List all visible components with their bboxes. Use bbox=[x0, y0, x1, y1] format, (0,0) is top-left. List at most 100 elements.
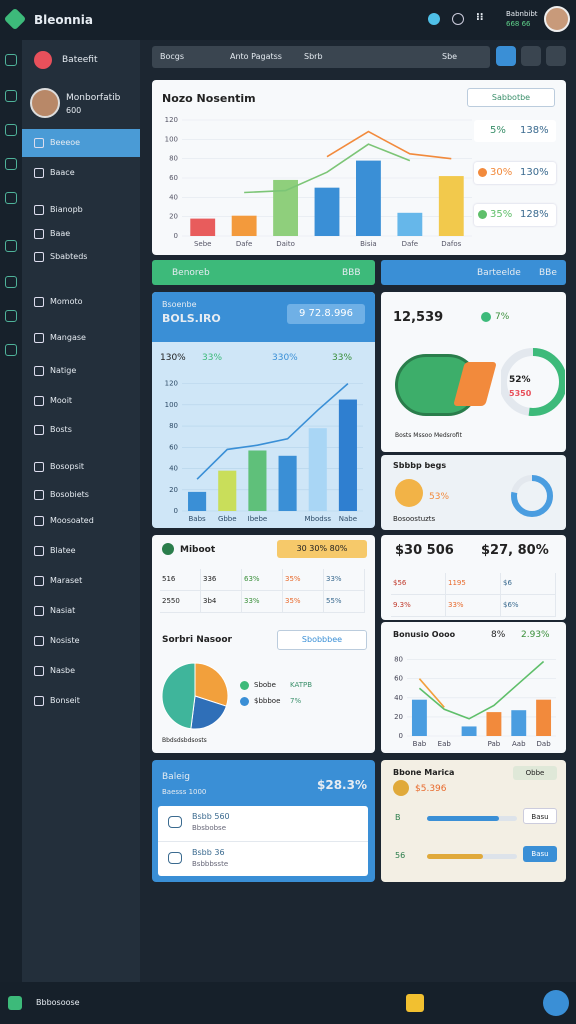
profile-name: Monborfatib bbox=[66, 93, 121, 103]
rail-icon[interactable] bbox=[5, 310, 17, 322]
progress-fill bbox=[427, 816, 499, 821]
nav-item[interactable]: Beeeoe bbox=[22, 129, 140, 157]
rail-icon[interactable] bbox=[5, 240, 17, 252]
legend-value: 128% bbox=[520, 209, 549, 220]
rail-icon[interactable] bbox=[5, 276, 17, 288]
trend-card: Bonusio Oooo 8% 2.93% 0 20 40 60 80 Bab Eab Pab… bbox=[381, 622, 566, 753]
badge-icon bbox=[34, 51, 52, 69]
user-name: Babnbibt bbox=[506, 10, 538, 18]
nav-icon bbox=[34, 138, 44, 148]
tool-button[interactable] bbox=[496, 46, 516, 66]
nav-item[interactable]: Nosiste bbox=[22, 627, 140, 655]
cell: $56 bbox=[391, 573, 446, 595]
nav-item[interactable]: Bosts bbox=[22, 416, 140, 444]
bar bbox=[486, 712, 502, 736]
list-icon bbox=[168, 852, 182, 864]
rail-icon[interactable] bbox=[5, 158, 17, 170]
tool-button[interactable] bbox=[546, 46, 566, 66]
stat: 33% bbox=[202, 353, 223, 363]
x-tick-label: Dab bbox=[537, 740, 552, 748]
progress-fill bbox=[427, 854, 483, 859]
bar bbox=[188, 491, 207, 511]
cell: 35% bbox=[283, 591, 324, 613]
icon[interactable] bbox=[452, 13, 464, 25]
nav-item[interactable]: Nasbe bbox=[22, 657, 140, 685]
list-item[interactable]: Bsbb 560 Bbsbobse bbox=[158, 806, 368, 841]
nav-icon bbox=[34, 696, 44, 706]
card-title: Sbbbp begs bbox=[393, 461, 447, 470]
coin bbox=[393, 780, 409, 796]
nav-icon bbox=[34, 297, 44, 307]
nav-item[interactable]: Baace bbox=[22, 159, 140, 187]
badge: 9 72.8.996 bbox=[287, 304, 365, 324]
legend-value: KATPB bbox=[290, 681, 313, 689]
icon[interactable] bbox=[406, 994, 424, 1012]
icon[interactable] bbox=[8, 996, 22, 1010]
overview-card: Nozo Nosentim Sabbotbe 0 20 40 60 80 100 120 Se… bbox=[152, 80, 566, 255]
cell: 9.3% bbox=[391, 595, 446, 617]
profile-avatar bbox=[30, 88, 60, 118]
nav-item[interactable]: Bonseit bbox=[22, 687, 140, 715]
icon[interactable] bbox=[428, 13, 440, 25]
button[interactable]: Sabbotbe bbox=[467, 88, 555, 107]
filter[interactable]: Anto Pagatss bbox=[230, 52, 282, 61]
progress-track bbox=[427, 816, 517, 821]
filter[interactable]: Sbrb bbox=[304, 52, 323, 61]
y-tick-label: 40 bbox=[169, 465, 178, 473]
nav-item[interactable]: Mooit bbox=[22, 387, 140, 415]
avatar[interactable] bbox=[544, 6, 570, 32]
nav-item[interactable]: Maraset bbox=[22, 567, 140, 595]
tool-button[interactable] bbox=[521, 46, 541, 66]
nav-item[interactable]: Sbabteds bbox=[22, 243, 140, 271]
card-title: Baleig bbox=[162, 772, 190, 782]
goals-value: $5.396 bbox=[415, 784, 447, 794]
nav-icon bbox=[34, 636, 44, 646]
nav-item[interactable]: Blatee bbox=[22, 537, 140, 565]
list-item[interactable]: Bsbb 36 Bsbbbsste bbox=[158, 841, 368, 876]
goal-button[interactable]: Basu bbox=[523, 846, 557, 862]
rail-icon[interactable] bbox=[5, 90, 17, 102]
rail-icon[interactable] bbox=[5, 54, 17, 66]
strip[interactable]: Benoreb BBB bbox=[152, 260, 375, 285]
rail-icon[interactable] bbox=[5, 344, 17, 356]
button[interactable]: Sbobbbee bbox=[277, 630, 367, 650]
nav-item[interactable]: Bosobiets bbox=[22, 481, 140, 509]
search[interactable]: Sbe bbox=[442, 52, 458, 61]
nav-icon bbox=[34, 606, 44, 616]
strip[interactable]: Barteelde BBe bbox=[381, 260, 566, 285]
pie bbox=[161, 662, 229, 730]
nav-item[interactable]: Baae bbox=[22, 220, 140, 248]
legend-label: Sbobe bbox=[254, 681, 276, 689]
x-tick-label: Bab bbox=[413, 740, 427, 748]
y-tick-label: 20 bbox=[169, 213, 178, 221]
icon[interactable] bbox=[543, 990, 569, 1016]
nav-item[interactable]: Bosopsit bbox=[22, 453, 140, 481]
goals-card: Bbone Marica $5.396 Obbe B Basu 56 Basu bbox=[381, 760, 566, 882]
y-tick-label: 20 bbox=[394, 713, 403, 721]
filter[interactable]: Bocgs bbox=[160, 52, 185, 61]
legend-dot bbox=[240, 697, 249, 706]
rail-icon[interactable] bbox=[5, 124, 17, 136]
nav-item[interactable]: Nasiat bbox=[22, 597, 140, 625]
icon[interactable]: ⁝⁝ bbox=[476, 12, 484, 23]
sales-value: 12,539 bbox=[393, 310, 444, 325]
rail-icon[interactable] bbox=[5, 192, 17, 204]
legend-dot bbox=[478, 168, 487, 177]
nav-item[interactable]: Bianopb bbox=[22, 196, 140, 224]
goal-button[interactable]: Basu bbox=[523, 808, 557, 824]
y-tick-label: 0 bbox=[174, 232, 178, 240]
bar bbox=[461, 726, 477, 736]
nav-item[interactable]: Momoto bbox=[22, 288, 140, 316]
y-tick-label: 100 bbox=[165, 401, 178, 409]
y-tick-label: 0 bbox=[399, 732, 403, 740]
logo[interactable] bbox=[3, 7, 27, 31]
icon-rail bbox=[0, 40, 22, 982]
cell: $6% bbox=[501, 595, 556, 617]
stat: 33% bbox=[332, 353, 353, 363]
nav-item[interactable]: Moosoated bbox=[22, 507, 140, 535]
nav-item[interactable]: Mangase bbox=[22, 324, 140, 352]
nav-item[interactable]: Natige bbox=[22, 357, 140, 385]
legend: Bosts Mssoo Medsrofit bbox=[395, 432, 462, 439]
brand: Bleonnia bbox=[34, 13, 93, 27]
bottom-label: Bbbosoose bbox=[36, 998, 80, 1007]
